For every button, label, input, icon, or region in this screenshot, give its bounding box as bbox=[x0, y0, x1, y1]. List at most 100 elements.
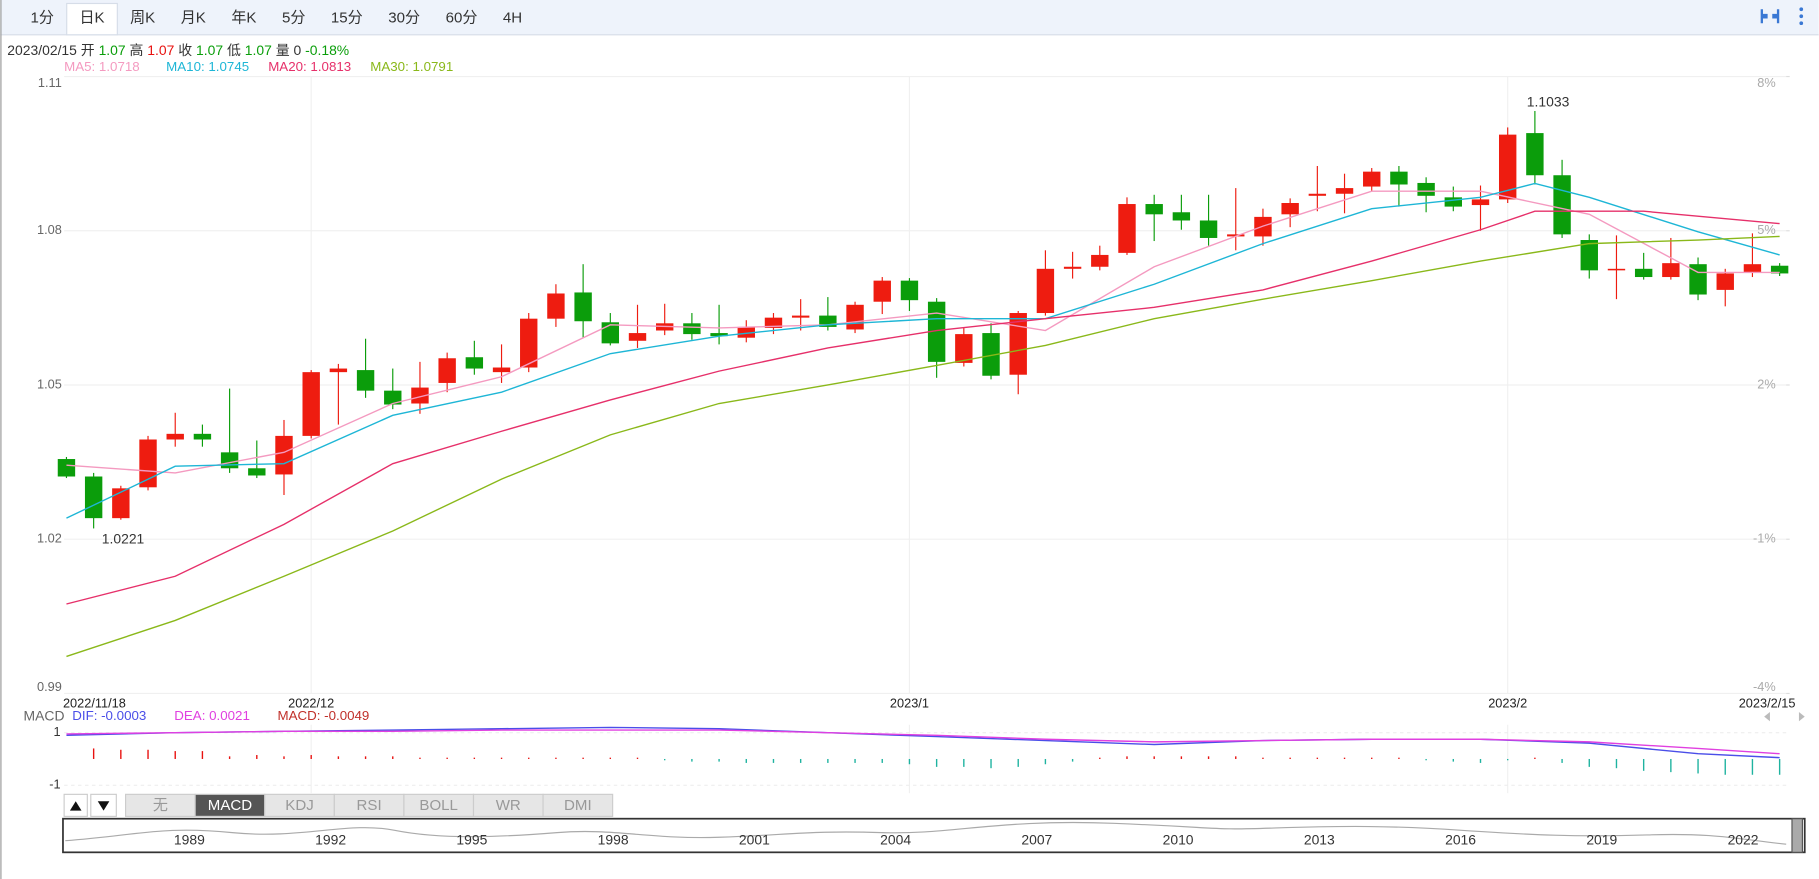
y-tick-label: 1.11 bbox=[38, 75, 62, 90]
period-tab[interactable]: 周K bbox=[130, 10, 155, 27]
candle-body bbox=[1580, 240, 1598, 271]
indicator-tab[interactable]: DMI bbox=[542, 793, 614, 817]
macd-tick-label: 1 bbox=[54, 724, 61, 739]
x-tick-label: 2023/1 bbox=[890, 695, 929, 710]
candle-body bbox=[384, 390, 402, 405]
candle-body bbox=[1308, 193, 1327, 196]
macd-title: MACD bbox=[24, 707, 65, 723]
period-tab[interactable]: 日K bbox=[66, 2, 118, 36]
candle-body bbox=[193, 433, 212, 440]
y2-tick-label: 2% bbox=[1757, 376, 1775, 391]
candle-body bbox=[1716, 273, 1734, 290]
y-tick-label: 1.08 bbox=[37, 222, 62, 237]
y-tick-label: 1.02 bbox=[37, 531, 62, 546]
period-tab[interactable]: 60分 bbox=[446, 10, 478, 27]
candle-body bbox=[139, 439, 157, 488]
quote-row: 2023/02/15 开 1.07 高 1.07 收 1.07 低 1.07 量… bbox=[7, 42, 349, 58]
quote-field-value: 0 bbox=[294, 42, 302, 58]
navigator-year: 2007 bbox=[1021, 831, 1052, 847]
x-tick-label: 2023/2 bbox=[1488, 695, 1527, 710]
menu-icon[interactable] bbox=[1799, 7, 1804, 26]
nav-up[interactable] bbox=[63, 793, 88, 817]
candle-body bbox=[1743, 264, 1762, 273]
indicator-line bbox=[66, 190, 1780, 474]
y2-tick-label: 5% bbox=[1757, 222, 1775, 237]
candle-body bbox=[791, 315, 810, 318]
indicator-tab[interactable]: RSI bbox=[333, 793, 405, 817]
candle-body bbox=[1553, 175, 1571, 235]
period-tab[interactable]: 5分 bbox=[282, 10, 305, 27]
navigator-year: 1989 bbox=[174, 831, 205, 847]
legend-entry: MA30: 1.0791 bbox=[370, 59, 453, 74]
candle-body bbox=[1607, 268, 1626, 271]
period-tab[interactable]: 年K bbox=[231, 10, 256, 27]
candle-body bbox=[275, 435, 293, 475]
nav-down[interactable] bbox=[90, 793, 117, 817]
candle-body bbox=[1118, 204, 1136, 253]
candle-body bbox=[1172, 212, 1191, 221]
navigator-year: 2004 bbox=[880, 831, 911, 847]
fullscreen-icon[interactable] bbox=[1760, 9, 1780, 24]
indicator-tab[interactable]: BOLL bbox=[403, 793, 475, 817]
navigator-year: 2022 bbox=[1728, 831, 1759, 847]
period-tab[interactable]: 月K bbox=[181, 10, 206, 27]
x-tick-label: 2022/11/18 bbox=[63, 695, 126, 710]
quote-field-label: 量 bbox=[276, 42, 290, 58]
navigator-year: 1995 bbox=[456, 831, 487, 847]
candle-body bbox=[1526, 133, 1544, 176]
indicator-line bbox=[66, 210, 1780, 605]
candle-body bbox=[1444, 197, 1463, 207]
indicator-tab-label: 无 bbox=[153, 797, 168, 814]
period-tab[interactable]: 1分 bbox=[31, 10, 54, 27]
period-tab[interactable]: 30分 bbox=[388, 10, 420, 27]
candle-body bbox=[547, 293, 565, 319]
candle-body bbox=[846, 304, 864, 330]
indicator-line bbox=[66, 729, 1780, 755]
scroll-icons[interactable] bbox=[1764, 712, 1805, 722]
candle-body bbox=[764, 317, 783, 328]
candle-body bbox=[166, 433, 184, 440]
candle-body bbox=[1091, 254, 1109, 267]
quote-field-value: 1.07 bbox=[147, 42, 174, 58]
legend-entry: MA5: 1.0718 bbox=[64, 59, 140, 74]
indicator-tab-label: RSI bbox=[357, 797, 382, 814]
candle-body bbox=[520, 318, 538, 368]
indicator-tab[interactable]: KDJ bbox=[264, 793, 335, 817]
candle-body bbox=[302, 372, 320, 436]
quote-field-value: 1.07 bbox=[99, 42, 126, 58]
indicator-tab-label: DMI bbox=[564, 797, 592, 814]
candle-body bbox=[112, 488, 130, 519]
y2-tick-label: -1% bbox=[1753, 531, 1776, 546]
indicator-tab-bg bbox=[542, 793, 614, 817]
indicator-tab-label: BOLL bbox=[419, 797, 458, 814]
indicator-tab[interactable]: WR bbox=[472, 793, 544, 817]
candle-body bbox=[1145, 204, 1163, 215]
candle-body bbox=[1227, 234, 1245, 237]
navigator-handle[interactable] bbox=[1791, 818, 1803, 853]
navigator-year: 1992 bbox=[315, 831, 346, 847]
indicator-line bbox=[66, 235, 1780, 658]
candle-body bbox=[628, 333, 647, 341]
candle-body bbox=[873, 280, 891, 302]
candle-body bbox=[411, 387, 429, 404]
candle-body bbox=[900, 280, 919, 301]
candle-body bbox=[1662, 263, 1680, 278]
indicator-tab-label: WR bbox=[496, 797, 521, 814]
candle-body bbox=[57, 459, 76, 477]
toolbar-bg bbox=[0, 0, 1819, 35]
candle-body bbox=[220, 452, 239, 469]
quote-field-label: 开 bbox=[81, 42, 95, 58]
indicator-tab[interactable]: 无 bbox=[125, 793, 196, 817]
indicator-tab[interactable]: MACD bbox=[194, 793, 266, 817]
navigator-year: 1998 bbox=[598, 831, 629, 847]
legend-entry: MA10: 1.0745 bbox=[166, 59, 249, 74]
candle-body bbox=[1471, 199, 1490, 206]
period-tab-label: 1分 bbox=[31, 10, 54, 27]
candle-body bbox=[574, 292, 592, 322]
period-tab[interactable]: 15分 bbox=[331, 10, 363, 27]
period-tab[interactable]: 4H bbox=[503, 10, 522, 27]
period-tab-label: 日K bbox=[79, 10, 104, 27]
candle-body bbox=[492, 367, 511, 373]
candle-body bbox=[1335, 188, 1354, 194]
macd-legend-entry: DIF: -0.0003 bbox=[72, 708, 146, 723]
